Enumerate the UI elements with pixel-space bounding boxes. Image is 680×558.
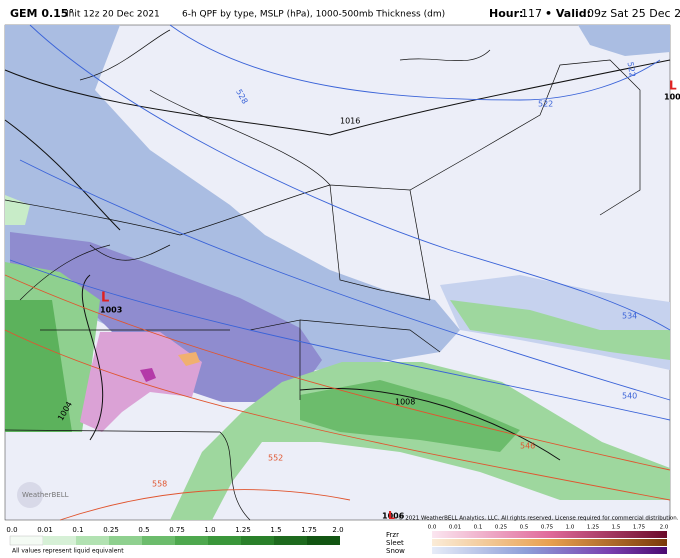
swatch (208, 536, 241, 545)
legend-tick: 1.75 (633, 525, 646, 531)
swatch (109, 536, 142, 545)
hour-label: Hour: (489, 7, 523, 20)
swatch (175, 536, 208, 545)
heavy-snow-area (10, 232, 322, 402)
low-pressure: 1003 (100, 306, 122, 315)
legend-tick: 0.0 (6, 526, 17, 534)
legend-tick: 1.25 (235, 526, 251, 534)
header-bar (0, 0, 680, 25)
type-name: Snow (386, 547, 405, 555)
legend-tick: 1.5 (270, 526, 281, 534)
legend-tick: 1.0 (204, 526, 215, 534)
legend-tick: 0.5 (520, 525, 529, 531)
sleet-area (178, 352, 200, 366)
legend-tick: 0.5 (138, 526, 149, 534)
legend-tick: 0.01 (37, 526, 53, 534)
legend-note: All values represent liquid equivalent (12, 548, 124, 555)
swatch (9, 535, 44, 546)
legend-tick: 0.1 (72, 526, 83, 534)
heavy-rain-area (5, 300, 72, 432)
snow-scale (432, 547, 667, 554)
low-symbol: L (101, 291, 109, 306)
thickness-label: 534 (622, 312, 637, 321)
init: Init 12z 20 Dec 2021 (66, 10, 160, 20)
legend-tick: 0.75 (169, 526, 185, 534)
legend-tick: 0.25 (495, 525, 508, 531)
light-rain-area (5, 195, 30, 225)
valid-label: • Valid: (545, 7, 591, 20)
product: 6-h QPF by type, MSLP (hPa), 1000-500mb … (182, 10, 445, 20)
type-legend: 0.0 0.01 0.1 0.25 0.5 0.75 1.0 1.25 1.5 … (386, 525, 669, 556)
thickness-label: 522 (538, 100, 553, 109)
legend-tick: 0.25 (103, 526, 119, 534)
legend-tick: 0.1 (474, 525, 483, 531)
thickness-label: 540 (622, 392, 637, 401)
legend-tick: 1.25 (587, 525, 600, 531)
legend-tick: 0.01 (449, 525, 461, 531)
thickness-lines-warm (4, 274, 671, 521)
isobar-label: 1008 (395, 398, 415, 407)
swatch (43, 536, 76, 545)
swatch (307, 536, 340, 545)
legend-tick: 1.5 (612, 525, 621, 531)
rain-area (450, 300, 670, 360)
snow-area (578, 25, 670, 56)
type-name: Frzr (386, 531, 399, 539)
sleet-scale (432, 539, 667, 546)
thickness-label: 552 (268, 454, 283, 463)
map: L 1003 L 100 1016 1008 1004 1006 528 522… (4, 24, 680, 522)
rain-area (170, 362, 670, 520)
swatch (142, 536, 175, 545)
mixed-heavy-area (140, 368, 156, 382)
frzr-scale (432, 531, 667, 538)
watermark-logo (17, 482, 43, 508)
legend-tick: 2.0 (332, 526, 343, 534)
rain-legend: 0.0 0.01 0.1 0.25 0.5 0.75 1.0 1.25 1.5 … (6, 526, 343, 555)
low-symbol: L (669, 79, 677, 93)
isobar-label: 1006 (382, 512, 405, 521)
heavy-rain-area (300, 380, 520, 452)
thickness-lines-cold (9, 24, 671, 421)
legend-tick: 1.75 (301, 526, 317, 534)
model: GEM 0.15° (10, 7, 74, 20)
thickness-label: 558 (152, 480, 167, 489)
valid: 09z Sat 25 Dec 2021 (587, 7, 680, 20)
border-lines (4, 29, 641, 521)
mixed-area (80, 332, 202, 432)
legend-tick: 0.75 (541, 525, 554, 531)
swatch (274, 536, 307, 545)
swatch (241, 536, 274, 545)
legend-tick: 1.0 (566, 525, 575, 531)
thickness-label: 546 (520, 442, 535, 451)
swatch (76, 536, 109, 545)
copyright: © 2021 WeatherBELL Analytics, LLC. All r… (398, 515, 679, 522)
type-name: Sleet (386, 539, 404, 547)
thickness-label: 522 (626, 61, 638, 78)
isobar-label: 1016 (340, 117, 360, 126)
watermark: WeatherBELL (22, 491, 69, 499)
low-pressure: 100 (664, 93, 680, 102)
legend-tick: 2.0 (660, 525, 669, 531)
hour: 117 (521, 7, 542, 20)
legend-tick: 0.0 (428, 525, 437, 531)
legend-low-symbol: L (388, 509, 395, 522)
isobar-lines (4, 59, 671, 461)
